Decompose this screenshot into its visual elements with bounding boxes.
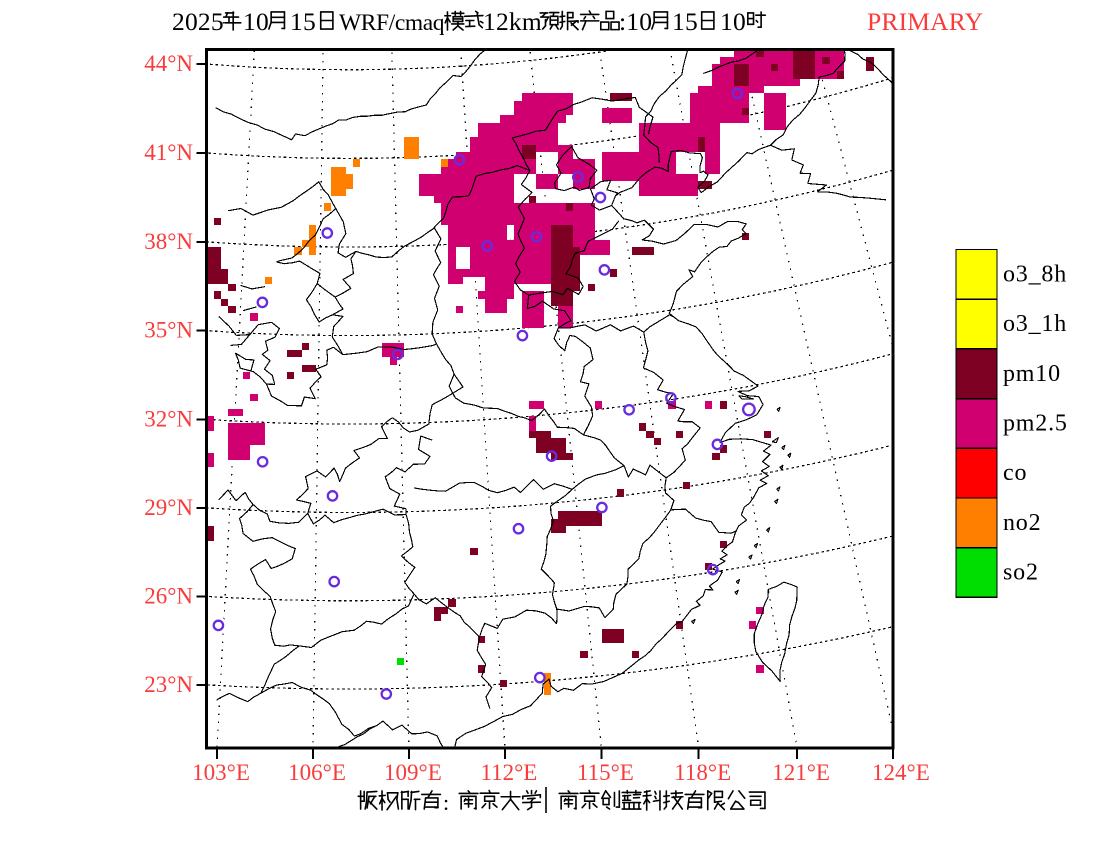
- svg-text:103°E: 103°E: [192, 760, 250, 785]
- svg-text:15: 15: [672, 7, 698, 36]
- svg-text::: :: [443, 790, 449, 815]
- svg-text:106°E: 106°E: [288, 760, 346, 785]
- svg-text:38°N: 38°N: [144, 229, 193, 254]
- svg-text:pm2.5: pm2.5: [1003, 411, 1068, 437]
- svg-text:10: 10: [243, 7, 269, 36]
- svg-text:15: 15: [290, 7, 316, 36]
- svg-text:pm10: pm10: [1003, 361, 1061, 387]
- svg-text:109°E: 109°E: [384, 760, 442, 785]
- svg-text:32°N: 32°N: [144, 406, 193, 431]
- svg-text:23°N: 23°N: [144, 672, 193, 697]
- svg-text:115°E: 115°E: [577, 760, 634, 785]
- svg-text:co: co: [1003, 460, 1027, 486]
- svg-text:35°N: 35°N: [144, 318, 193, 343]
- svg-text:26°N: 26°N: [144, 583, 193, 608]
- svg-text:o3_1h: o3_1h: [1003, 311, 1067, 337]
- svg-text:no2: no2: [1003, 510, 1041, 536]
- svg-text:o3_8h: o3_8h: [1003, 261, 1067, 287]
- svg-text:41°N: 41°N: [144, 140, 193, 165]
- svg-text:12km: 12km: [483, 7, 542, 36]
- svg-text:29°N: 29°N: [144, 495, 193, 520]
- svg-text:118°E: 118°E: [674, 760, 731, 785]
- svg-text:so2: so2: [1003, 560, 1039, 586]
- svg-text:121°E: 121°E: [772, 760, 830, 785]
- svg-text:44°N: 44°N: [144, 51, 193, 76]
- svg-text:10: 10: [720, 7, 746, 36]
- svg-text::10: :10: [619, 7, 652, 36]
- svg-text:112°E: 112°E: [480, 760, 537, 785]
- svg-text:124°E: 124°E: [872, 760, 930, 785]
- svg-text:2025: 2025: [172, 7, 224, 36]
- svg-text:PRIMARY: PRIMARY: [867, 7, 983, 36]
- svg-text:WRF/cmaq: WRF/cmaq: [339, 10, 445, 36]
